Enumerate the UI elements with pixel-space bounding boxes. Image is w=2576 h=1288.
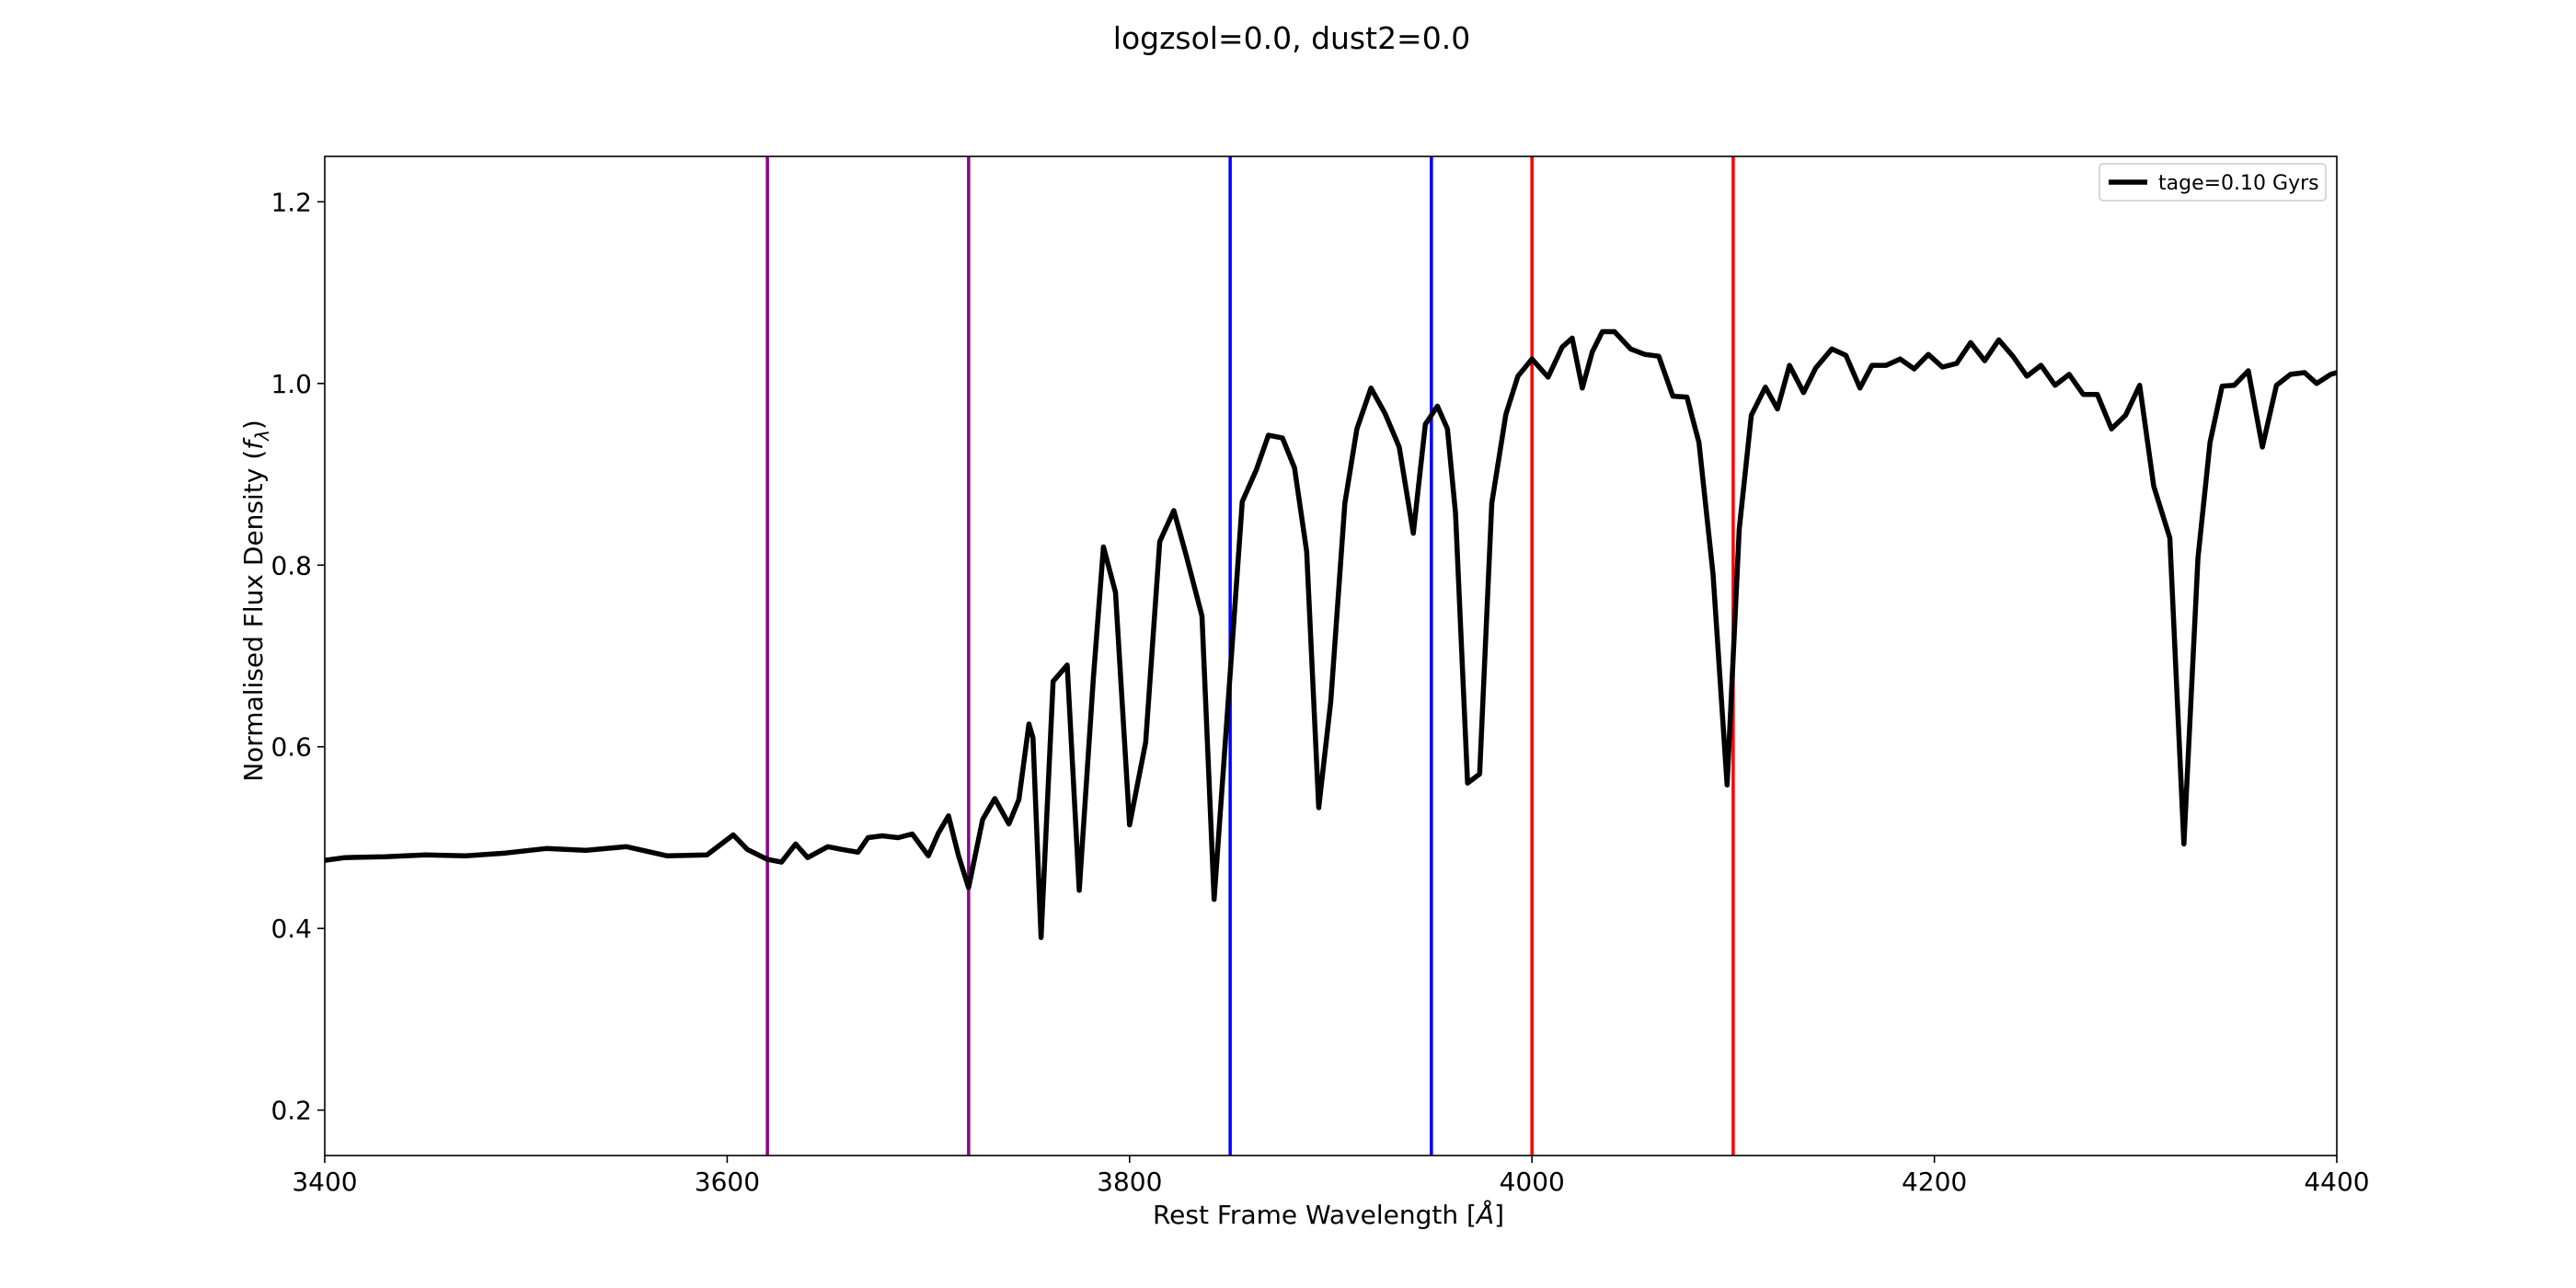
x-tick-label-3600: 3600 [695,1167,760,1197]
y-tick-label-1: 1.0 [270,369,312,399]
x-tick-label-4000: 4000 [1500,1167,1565,1197]
chart-title: logzsol=0.0, dust2=0.0 [1113,20,1470,56]
y-tick-label-0.4: 0.4 [270,914,312,944]
y-axis-label: Normalised Flux Density (fλ) [238,420,273,782]
plot-frame [324,155,2338,1156]
y-tick-label-0.8: 0.8 [270,550,312,581]
x-tick-label-4200: 4200 [1902,1167,1967,1197]
y-tick-label-0.6: 0.6 [270,732,312,763]
y-tick-label-1.2: 1.2 [270,187,312,217]
x-axis-label: Rest Frame Wavelength [Å] [1153,1199,1504,1230]
legend-label-0: tage=0.10 Gyrs [2158,172,2319,195]
y-tick-label-0.2: 0.2 [270,1096,312,1126]
plot-area: 3400 3600 3800 4000 4200 4400 0.2 0.4 0.6 0.8 1.0 1… [270,155,2370,1197]
x-tick-label-3800: 3800 [1097,1167,1162,1197]
series-line-0 [325,328,2337,940]
x-tick-label-3400: 3400 [292,1167,357,1197]
x-tick-label-4400: 4400 [2304,1167,2369,1197]
legend-box [2099,163,2327,201]
